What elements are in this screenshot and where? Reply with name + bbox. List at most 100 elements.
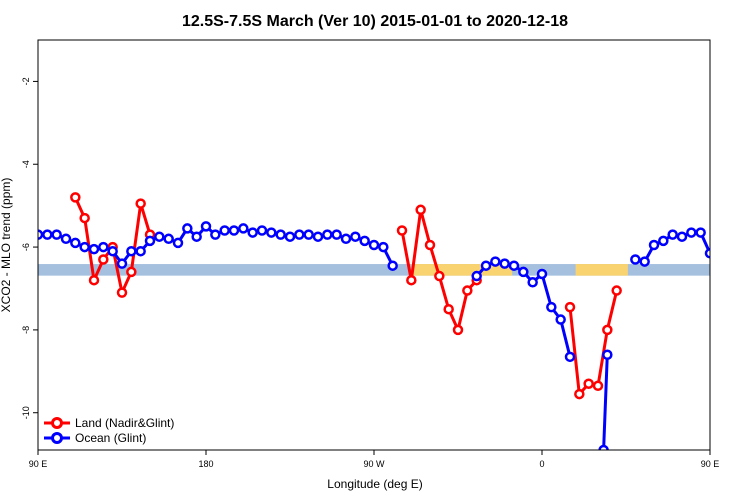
x-axis-label: Longitude (deg E)	[327, 477, 422, 491]
ocean-series-point	[546, 301, 557, 313]
legend-ocean-marker	[51, 432, 63, 444]
ocean-series-point	[686, 227, 697, 238]
ocean-series-point	[38, 229, 44, 240]
ocean-series-point	[602, 349, 613, 360]
land-series-point	[79, 212, 90, 224]
x-tick-label: 180	[198, 459, 213, 469]
ocean-series-point	[266, 227, 277, 238]
ocean-series-point	[340, 233, 352, 245]
ocean-series-point	[527, 277, 538, 288]
land-band-segment	[575, 264, 628, 276]
legend-land-marker	[51, 417, 63, 429]
ocean-series-point	[172, 237, 184, 249]
ocean-series-point	[564, 351, 576, 363]
legend: Land (Nadir&Glint) Ocean (Glint)	[44, 416, 174, 445]
ocean-series-point	[228, 225, 240, 236]
ocean-series-point	[368, 239, 380, 251]
land-band-segment	[411, 264, 513, 276]
land-series-point	[564, 301, 576, 313]
ocean-series-point	[135, 245, 146, 257]
ocean-series-point	[303, 229, 314, 240]
land-series-point	[126, 266, 137, 278]
ocean-series-point	[312, 231, 324, 242]
y-tick-label: -2	[21, 77, 31, 85]
ocean-series-point	[630, 254, 641, 265]
ocean-series-point	[51, 229, 62, 240]
land-series-point	[583, 378, 594, 389]
plot-content	[38, 192, 750, 450]
ocean-series-point	[182, 223, 193, 234]
land-series-point	[406, 274, 417, 286]
ocean-series-point	[648, 239, 660, 251]
land-series-point	[70, 192, 81, 203]
ocean-series-point	[79, 241, 90, 253]
ocean-series-point	[480, 260, 492, 271]
y-tick-label: -8	[21, 326, 31, 334]
ocean-series-point	[210, 229, 221, 240]
x-tick-label: 90 E	[29, 459, 48, 469]
land-series-line	[568, 290, 619, 396]
land-series-point	[462, 285, 473, 296]
ocean-series-point	[378, 241, 389, 253]
plot-area: 90 E 180 90 W 0 90 E -2 -4 -6 -8 -10	[21, 39, 750, 469]
ocean-series-point	[126, 245, 137, 257]
land-series-point	[116, 287, 128, 298]
land-series-point	[602, 324, 613, 336]
ocean-series-point	[107, 245, 118, 257]
legend-ocean-label: Ocean (Glint)	[75, 431, 146, 445]
land-series-point	[611, 285, 622, 296]
land-series-point	[88, 274, 100, 286]
ocean-series-point	[256, 225, 268, 236]
ocean-series-point	[144, 235, 156, 247]
ocean-series-point	[658, 235, 669, 247]
y-tick-label: -4	[21, 160, 31, 168]
ocean-series-point	[715, 237, 723, 245]
ocean-series-point	[695, 227, 706, 238]
x-tick-label: 0	[539, 459, 544, 469]
ocean-series-point	[219, 225, 230, 236]
land-series-point	[452, 324, 464, 336]
ocean-series-point	[284, 231, 296, 242]
chart-title: 12.5S-7.5S March (Ver 10) 2015-01-01 to …	[182, 13, 568, 30]
land-series-point	[434, 270, 445, 282]
land-series-point	[98, 254, 109, 265]
ocean-series-point	[275, 229, 286, 240]
land-series-point	[135, 198, 146, 209]
ocean-series-point	[490, 256, 501, 267]
land-series-point	[443, 303, 454, 315]
ocean-series-point	[294, 229, 305, 240]
ocean-series-point	[42, 229, 53, 240]
ocean-series-point	[508, 260, 520, 271]
ocean-series-point	[734, 231, 742, 239]
land-series-point	[424, 239, 436, 251]
ocean-band	[38, 264, 710, 276]
ocean-series-point	[116, 258, 128, 269]
ocean-series-point	[163, 233, 174, 245]
ocean-series-point	[743, 231, 750, 239]
ocean-series-point	[555, 314, 566, 325]
ocean-series-point	[518, 266, 529, 278]
ocean-series-point	[60, 233, 72, 245]
ocean-series-point	[154, 231, 165, 242]
ocean-series-point	[98, 241, 109, 253]
ocean-series-point	[247, 227, 258, 238]
land-series-point	[396, 225, 408, 236]
ocean-series-point	[471, 270, 482, 282]
ocean-series-point	[350, 231, 361, 242]
ocean-series-point	[322, 229, 333, 240]
ocean-series-point	[331, 229, 342, 240]
y-tick-label: -10	[21, 406, 31, 419]
ocean-series-point	[387, 260, 398, 271]
ocean-series-point	[598, 444, 609, 450]
x-tick-label: 90 E	[701, 459, 720, 469]
ocean-series-point	[676, 231, 688, 242]
legend-land-label: Land (Nadir&Glint)	[75, 416, 174, 430]
ocean-series-point	[667, 229, 678, 240]
x-tick-label: 90 W	[363, 459, 385, 469]
ocean-series-point	[238, 223, 249, 234]
ocean-series-point	[704, 248, 710, 259]
ocean-series-point	[536, 268, 548, 280]
ocean-series-point	[191, 231, 202, 242]
land-series-point	[415, 204, 426, 216]
